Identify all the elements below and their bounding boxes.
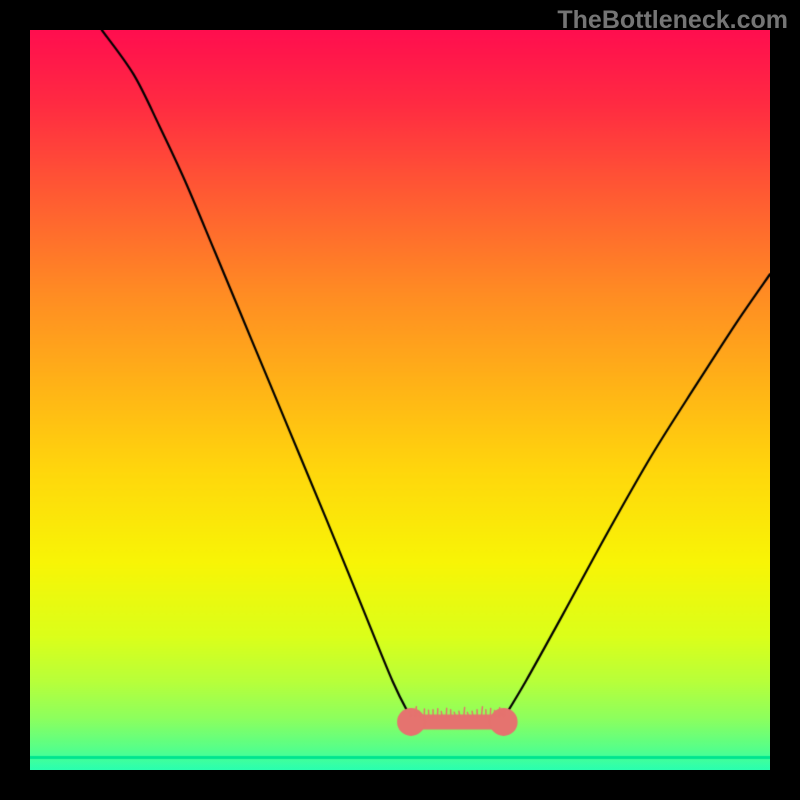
plot-area — [30, 30, 770, 770]
v-curve-canvas — [30, 30, 770, 770]
chart-stage: TheBottleneck.com — [0, 0, 800, 800]
watermark-text: TheBottleneck.com — [557, 6, 788, 35]
